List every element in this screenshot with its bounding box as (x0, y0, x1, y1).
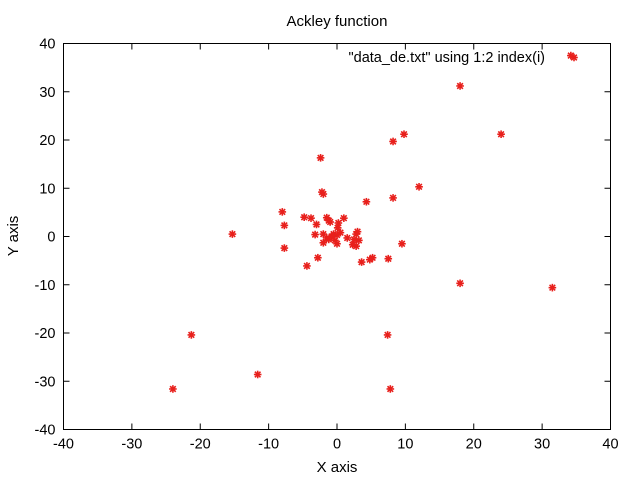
x-tick-label: 30 (534, 437, 550, 453)
data-point (314, 253, 322, 262)
data-point (384, 254, 393, 263)
x-tick-label: -20 (190, 437, 211, 453)
data-point (415, 183, 423, 191)
data-point (303, 262, 311, 270)
y-axis-ticks: -40 -30 -20 -10 0 10 20 30 40 (35, 37, 611, 439)
y-tick-label: 40 (39, 37, 55, 53)
y-tick-label: 30 (39, 85, 55, 101)
data-point (280, 221, 289, 230)
data-point (312, 220, 321, 229)
y-tick-label: 0 (47, 230, 55, 246)
y-tick-label: -30 (35, 374, 56, 390)
x-tick-label: -30 (121, 437, 142, 453)
data-point (400, 130, 408, 139)
data-point (307, 214, 315, 222)
x-axis-ticks: -40 -30 -20 -10 0 10 20 30 40 (53, 43, 619, 453)
data-point (357, 258, 366, 266)
data-point (169, 385, 177, 393)
data-point (333, 239, 341, 248)
data-point (319, 238, 328, 247)
data-point (567, 51, 575, 60)
x-axis-label: X axis (317, 459, 358, 476)
y-tick-label: -20 (35, 326, 56, 342)
data-point (456, 279, 464, 288)
y-tick-label: 10 (39, 181, 55, 197)
x-tick-label: 0 (333, 437, 341, 453)
data-point (362, 197, 371, 206)
x-tick-label: 20 (466, 437, 482, 453)
data-point (228, 230, 237, 238)
data-point (355, 236, 363, 245)
data-point (366, 255, 374, 264)
data-point (324, 235, 333, 244)
data-point (343, 234, 352, 242)
data-point (398, 239, 406, 248)
y-tick-label: -10 (35, 278, 56, 294)
data-point (280, 244, 289, 252)
data-point (352, 242, 360, 250)
data-point (352, 230, 360, 238)
chart-title: Ackley function (287, 13, 388, 30)
y-tick-label: 20 (39, 133, 55, 149)
legend-label: "data_de.txt" using 1:2 index(i) (349, 50, 546, 66)
data-point (187, 331, 196, 339)
legend: "data_de.txt" using 1:2 index(i) (349, 50, 578, 66)
data-point (333, 231, 341, 239)
data-point (389, 194, 397, 202)
x-tick-label: -10 (258, 437, 279, 453)
data-point (300, 213, 308, 221)
data-point (340, 214, 348, 222)
data-point (253, 370, 262, 379)
data-point (548, 283, 557, 292)
data-point (386, 385, 395, 393)
data-point (326, 218, 334, 226)
x-tick-label: -40 (53, 437, 74, 453)
data-point (316, 154, 325, 162)
data-point (278, 208, 287, 216)
data-point (456, 82, 464, 90)
data-point (383, 331, 392, 339)
data-points (169, 51, 575, 393)
data-point (497, 130, 505, 139)
x-tick-label: 40 (602, 437, 618, 453)
y-tick-label: -40 (35, 423, 56, 439)
x-tick-label: 10 (397, 437, 413, 453)
data-point (389, 137, 397, 146)
y-axis-label: Y axis (5, 216, 22, 257)
data-point (319, 190, 328, 198)
data-point (311, 230, 319, 239)
